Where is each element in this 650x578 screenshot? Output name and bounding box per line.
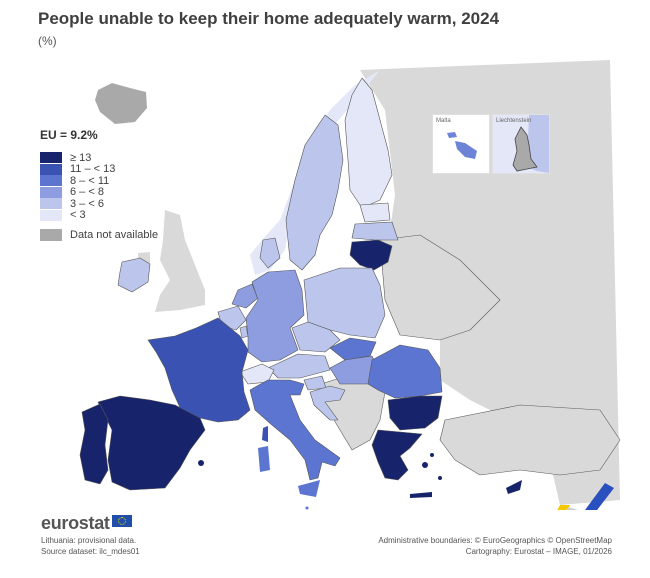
country-spain bbox=[97, 395, 206, 491]
credits-boundaries: Administrative boundaries: © EuroGeograp… bbox=[378, 536, 612, 545]
eu-flag-icon bbox=[111, 515, 132, 527]
map-svg bbox=[79, 60, 621, 510]
legend-swatch bbox=[40, 186, 62, 198]
europe-map bbox=[0, 50, 650, 510]
legend-label: 6 – < 8 bbox=[70, 186, 104, 199]
legend-swatch bbox=[40, 163, 62, 175]
legend-item: 3 – < 6 bbox=[40, 198, 158, 210]
country-malta bbox=[305, 506, 309, 510]
legend-item: 11 – < 13 bbox=[40, 163, 158, 176]
country-denmark bbox=[259, 237, 281, 269]
country-greece-islands bbox=[422, 462, 428, 468]
region-united-kingdom bbox=[155, 210, 205, 312]
country-switzerland bbox=[239, 363, 275, 385]
eurostat-ribbon-decoration bbox=[557, 483, 614, 510]
legend-label: ≥ 13 bbox=[70, 151, 92, 164]
country-cyprus bbox=[506, 480, 522, 494]
inset-malta: Malta bbox=[432, 114, 490, 174]
country-sweden bbox=[285, 114, 344, 271]
legend-label: Data not available bbox=[70, 229, 159, 241]
legend-label: 3 – < 6 bbox=[70, 197, 104, 210]
country-france bbox=[147, 317, 251, 423]
inset-liechtenstein: Liechtenstein bbox=[492, 114, 550, 174]
map-title: People unable to keep their home adequat… bbox=[38, 9, 500, 28]
legend-swatch bbox=[40, 175, 62, 187]
country-germany bbox=[245, 269, 305, 363]
region-iceland bbox=[95, 83, 147, 124]
country-italy-sardinia bbox=[258, 446, 270, 472]
country-austria bbox=[267, 353, 331, 379]
legend-swatch bbox=[40, 209, 62, 221]
country-bulgaria bbox=[387, 395, 443, 431]
country-netherlands bbox=[231, 283, 259, 309]
legend-swatch bbox=[40, 152, 62, 164]
country-ireland bbox=[117, 257, 151, 293]
note-source-dataset: Source dataset: ilc_mdes01 bbox=[41, 547, 140, 556]
country-latvia bbox=[351, 221, 399, 241]
map-legend: EU = 9.2% ≥ 13 11 – < 13 8 – < 11 6 – < … bbox=[40, 128, 158, 241]
malta-shape bbox=[447, 132, 477, 159]
country-romania bbox=[367, 344, 443, 399]
legend-item: ≥ 13 bbox=[40, 152, 158, 164]
legend-item: 8 – < 11 bbox=[40, 175, 158, 187]
legend-label: 11 – < 13 bbox=[70, 163, 116, 176]
legend-swatch bbox=[40, 229, 62, 241]
country-lithuania bbox=[349, 239, 393, 271]
country-greece-crete bbox=[410, 492, 432, 498]
legend-swatch bbox=[40, 198, 62, 210]
legend-item-not-available: Data not available bbox=[40, 229, 158, 241]
country-france-corsica bbox=[262, 426, 268, 442]
eurostat-logo: eurostat bbox=[41, 513, 132, 534]
legend-label: < 3 bbox=[70, 209, 86, 222]
credits-cartography: Cartography: Eurostat – IMAGE, 01/2026 bbox=[465, 547, 612, 556]
country-czechia bbox=[291, 321, 341, 353]
region-turkey bbox=[439, 404, 621, 476]
legend-label: 8 – < 11 bbox=[70, 174, 110, 187]
country-croatia bbox=[309, 385, 346, 421]
inset-label: Liechtenstein bbox=[496, 118, 532, 124]
country-spain-balearic bbox=[198, 460, 204, 466]
eurostat-logo-text: eurostat bbox=[41, 513, 110, 533]
country-estonia bbox=[359, 202, 391, 223]
inset-label: Malta bbox=[436, 118, 451, 124]
note-provisional: Lithuania: provisional data. bbox=[41, 536, 137, 545]
country-slovakia bbox=[329, 337, 377, 361]
eu-average-label: EU = 9.2% bbox=[40, 128, 98, 142]
country-finland bbox=[344, 77, 393, 209]
legend-item: < 3 bbox=[40, 209, 158, 222]
country-italy bbox=[249, 379, 341, 481]
legend-item: 6 – < 8 bbox=[40, 186, 158, 199]
liechtenstein-shape bbox=[512, 115, 549, 173]
country-norway bbox=[250, 70, 380, 275]
country-italy-sicily bbox=[298, 480, 320, 497]
unit-label: (%) bbox=[38, 34, 57, 48]
country-portugal bbox=[79, 403, 109, 485]
region-belarus-ukraine bbox=[379, 234, 501, 341]
country-greece bbox=[371, 429, 423, 481]
region-russia-east bbox=[360, 60, 620, 505]
